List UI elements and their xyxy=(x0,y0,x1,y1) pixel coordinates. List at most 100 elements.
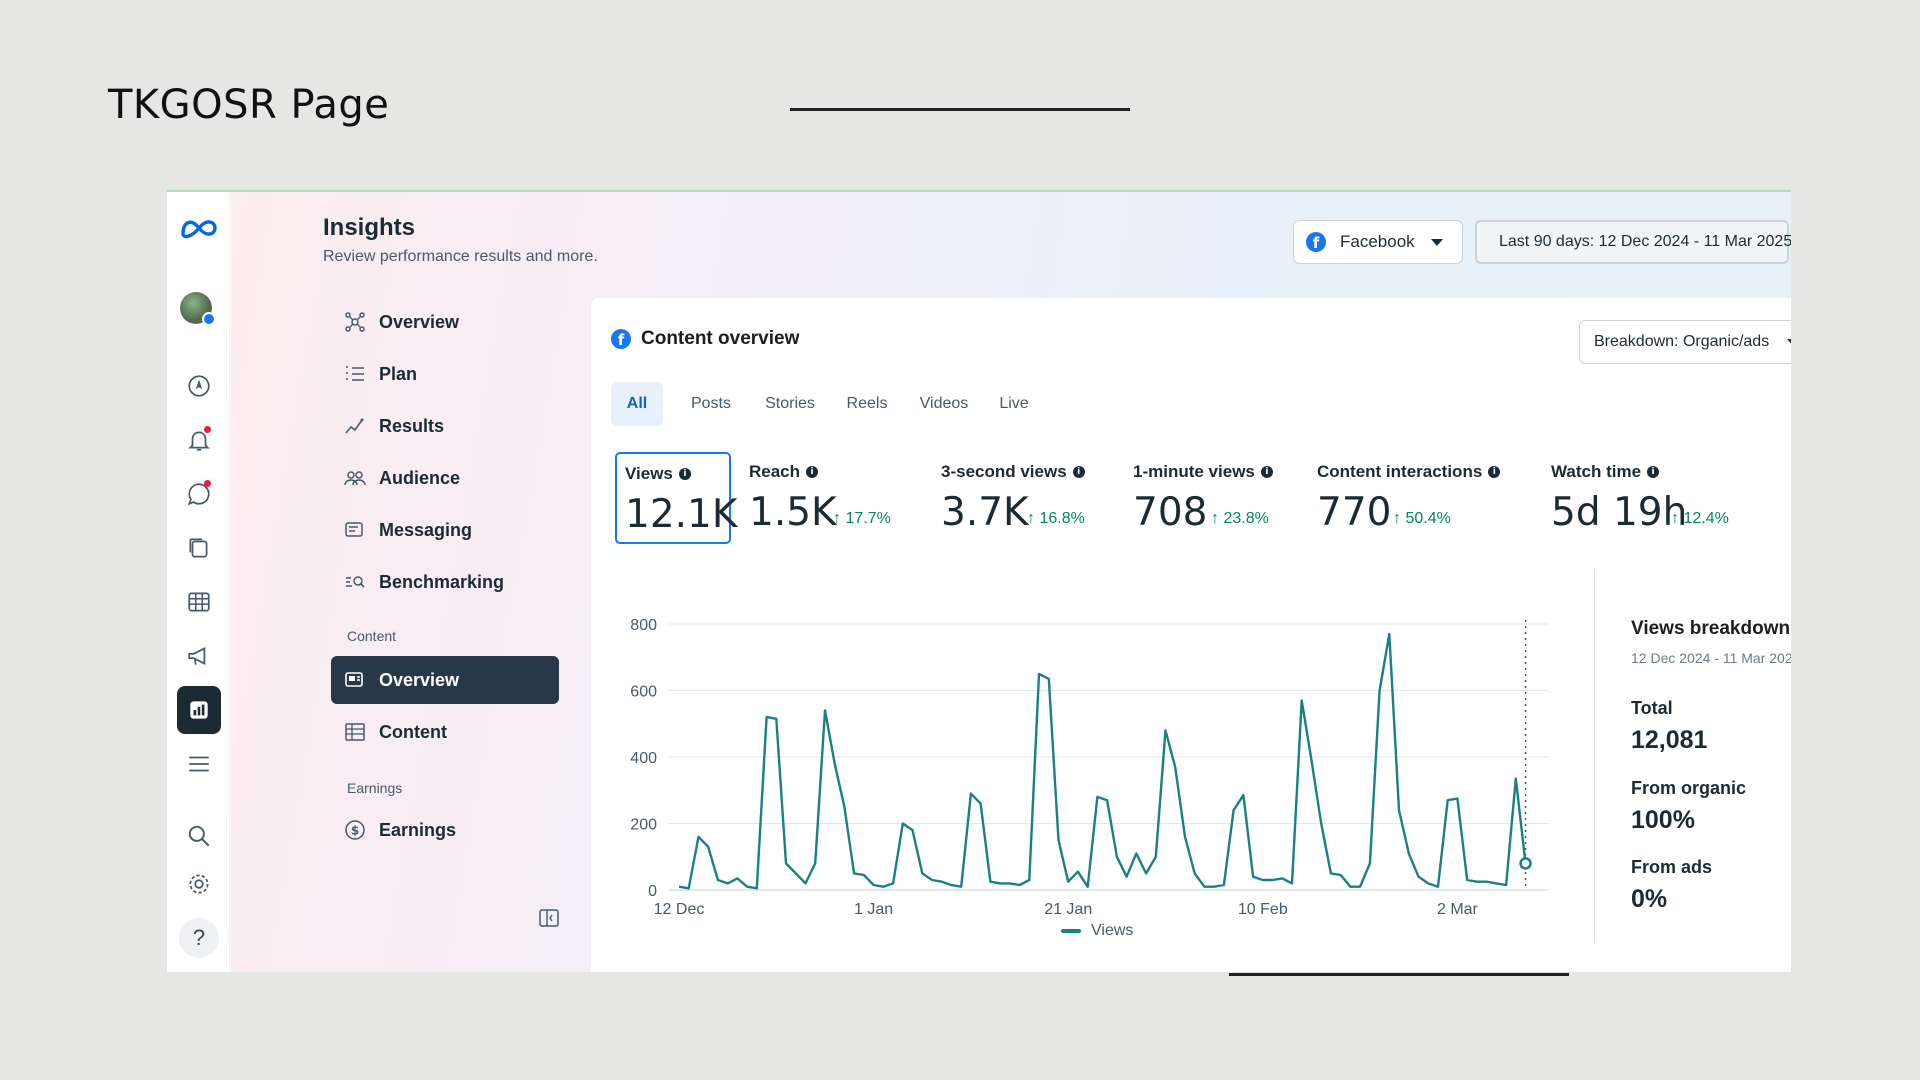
compass-icon[interactable] xyxy=(177,364,221,408)
insights-chart-icon[interactable] xyxy=(177,686,221,734)
nav-section-content: Content xyxy=(347,628,397,644)
x-tick-label: 10 Feb xyxy=(1238,901,1288,918)
metric-value: 770 xyxy=(1317,490,1392,535)
nav-item-plan[interactable]: Plan xyxy=(331,350,559,398)
legend-label: Views xyxy=(1091,922,1134,939)
metric-label: Views i xyxy=(625,464,691,484)
pages-icon[interactable] xyxy=(177,526,221,570)
info-icon: i xyxy=(1260,466,1273,478)
info-icon: i xyxy=(806,466,819,478)
metric-content-interactions[interactable]: Content interactions i 770 ↑ 50.4% xyxy=(1309,452,1529,544)
tab-reels[interactable]: Reels xyxy=(846,395,888,412)
plan-icon xyxy=(346,366,364,381)
metric-value: 1.5K xyxy=(749,490,837,535)
page-avatar[interactable] xyxy=(180,292,216,326)
tab-videos[interactable]: Videos xyxy=(919,395,969,412)
page-title: Insights xyxy=(323,214,416,241)
metric-value: 5d 19h xyxy=(1551,490,1688,535)
megaphone-icon[interactable] xyxy=(177,634,221,678)
table-icon[interactable] xyxy=(177,580,221,624)
hover-point xyxy=(1519,857,1532,870)
chart-legend: Views xyxy=(1061,922,1133,940)
search-icon[interactable] xyxy=(177,814,221,858)
collapse-sidebar-icon[interactable] xyxy=(537,906,561,935)
metric-label: Reach i xyxy=(749,462,819,482)
results-icon xyxy=(345,418,364,434)
overview-icon xyxy=(345,312,365,332)
total-label: Total xyxy=(1631,698,1673,718)
gear-icon[interactable] xyxy=(177,862,221,906)
messaging-icon xyxy=(345,522,363,537)
nav-label: Plan xyxy=(379,363,418,384)
views-line-chart: 0 200 400 600 800 12 Dec 1 Jan 21 Jan 10 Feb 2 Ma… xyxy=(630,617,1549,918)
info-icon: i xyxy=(1647,466,1660,478)
content-overview-icon xyxy=(345,672,363,687)
help-icon[interactable]: ? xyxy=(179,918,219,958)
info-icon: i xyxy=(678,468,691,480)
menu-icon[interactable] xyxy=(177,742,221,786)
nav-section-earnings: Earnings xyxy=(347,780,403,796)
metric-change: ↑ 12.4% xyxy=(1671,510,1729,527)
date-range-dropdown[interactable]: Last 90 days: 12 Dec 2024 - 11 Mar 2025 xyxy=(1475,220,1791,264)
legend-swatch xyxy=(1061,929,1081,933)
chevron-down-icon xyxy=(1787,338,1791,346)
nav-item-results[interactable]: Results xyxy=(331,402,559,450)
svg-text:$: $ xyxy=(351,824,359,838)
ads-value: 0% xyxy=(1631,885,1668,913)
tab-all[interactable]: All xyxy=(611,382,663,426)
breakdown-dropdown[interactable]: Breakdown: Organic/ads xyxy=(1579,320,1791,364)
x-tick-label: 1 Jan xyxy=(854,901,893,918)
metric-reach[interactable]: Reach i 1.5K ↑ 17.7% xyxy=(741,452,921,544)
main-area: Insights Review performance results and … xyxy=(231,192,1791,972)
tab-stories[interactable]: Stories xyxy=(765,395,815,412)
nav-label: Benchmarking xyxy=(379,571,505,592)
page-subtitle: Review performance results and more. xyxy=(323,248,598,265)
nav-label: Earnings xyxy=(379,819,457,840)
tab-live[interactable]: Live xyxy=(999,395,1029,412)
nav-item-messaging[interactable]: Messaging xyxy=(331,506,559,554)
tab-posts[interactable]: Posts xyxy=(690,395,731,412)
platform-dropdown[interactable]: f Facebook xyxy=(1293,220,1463,264)
metric-change: ↑ 16.8% xyxy=(1027,510,1085,527)
panel-title: Content overview xyxy=(641,328,800,349)
info-icon: i xyxy=(1072,466,1085,478)
bell-icon[interactable] xyxy=(177,418,221,462)
metric-label: 3-second views i xyxy=(941,462,1085,482)
meta-logo-icon[interactable] xyxy=(177,206,221,250)
panel-header: f Content overview xyxy=(611,328,799,350)
metric-label: Watch time i xyxy=(1551,462,1660,482)
chat-icon[interactable] xyxy=(177,472,221,516)
audience-icon xyxy=(344,471,366,486)
metric-change: ↑ 50.4% xyxy=(1393,510,1451,527)
y-tick-label: 400 xyxy=(630,750,657,767)
nav-label: Audience xyxy=(379,467,461,488)
metric-value: 12.1K xyxy=(625,492,738,537)
y-tick-label: 0 xyxy=(648,883,657,900)
organic-value: 100% xyxy=(1631,806,1695,834)
nav-label: Messaging xyxy=(379,519,473,540)
y-tick-label: 200 xyxy=(630,817,657,834)
ads-label: From ads xyxy=(1631,857,1713,877)
nav-item-overview[interactable]: Overview xyxy=(331,298,559,346)
metric-views[interactable]: Views i 12.1K xyxy=(615,452,737,544)
metric-1-minute-views[interactable]: 1-minute views i 708 ↑ 23.8% xyxy=(1125,452,1305,544)
nav-item-content[interactable]: Content xyxy=(331,708,559,756)
nav-item-benchmarking[interactable]: Benchmarking xyxy=(331,558,559,606)
slide-divider xyxy=(790,108,1130,111)
benchmarking-icon xyxy=(346,576,365,588)
nav-item-content-overview[interactable]: Overview xyxy=(331,656,559,704)
nav-item-audience[interactable]: Audience xyxy=(331,454,559,502)
nav-label: Overview xyxy=(379,669,460,690)
dollar-icon: $ xyxy=(345,820,365,840)
nav-item-earnings[interactable]: $ Earnings xyxy=(331,806,559,854)
metric-watch-time[interactable]: Watch time i 5d 19h ↑ 12.4% xyxy=(1543,452,1763,544)
vertical-divider xyxy=(1594,570,1595,942)
organic-label: From organic xyxy=(1631,778,1747,798)
date-range-label: Last 90 days: 12 Dec 2024 - 11 Mar 2025 xyxy=(1499,233,1791,250)
metric-3-second-views[interactable]: 3-second views i 3.7K ↑ 16.8% xyxy=(933,452,1113,544)
nav-label: Content xyxy=(379,721,447,742)
views-breakdown-range: 12 Dec 2024 - 11 Mar 2025 xyxy=(1631,650,1791,666)
facebook-badge-icon xyxy=(202,312,216,326)
facebook-icon: f xyxy=(611,329,631,349)
views-series-line xyxy=(678,632,1527,890)
